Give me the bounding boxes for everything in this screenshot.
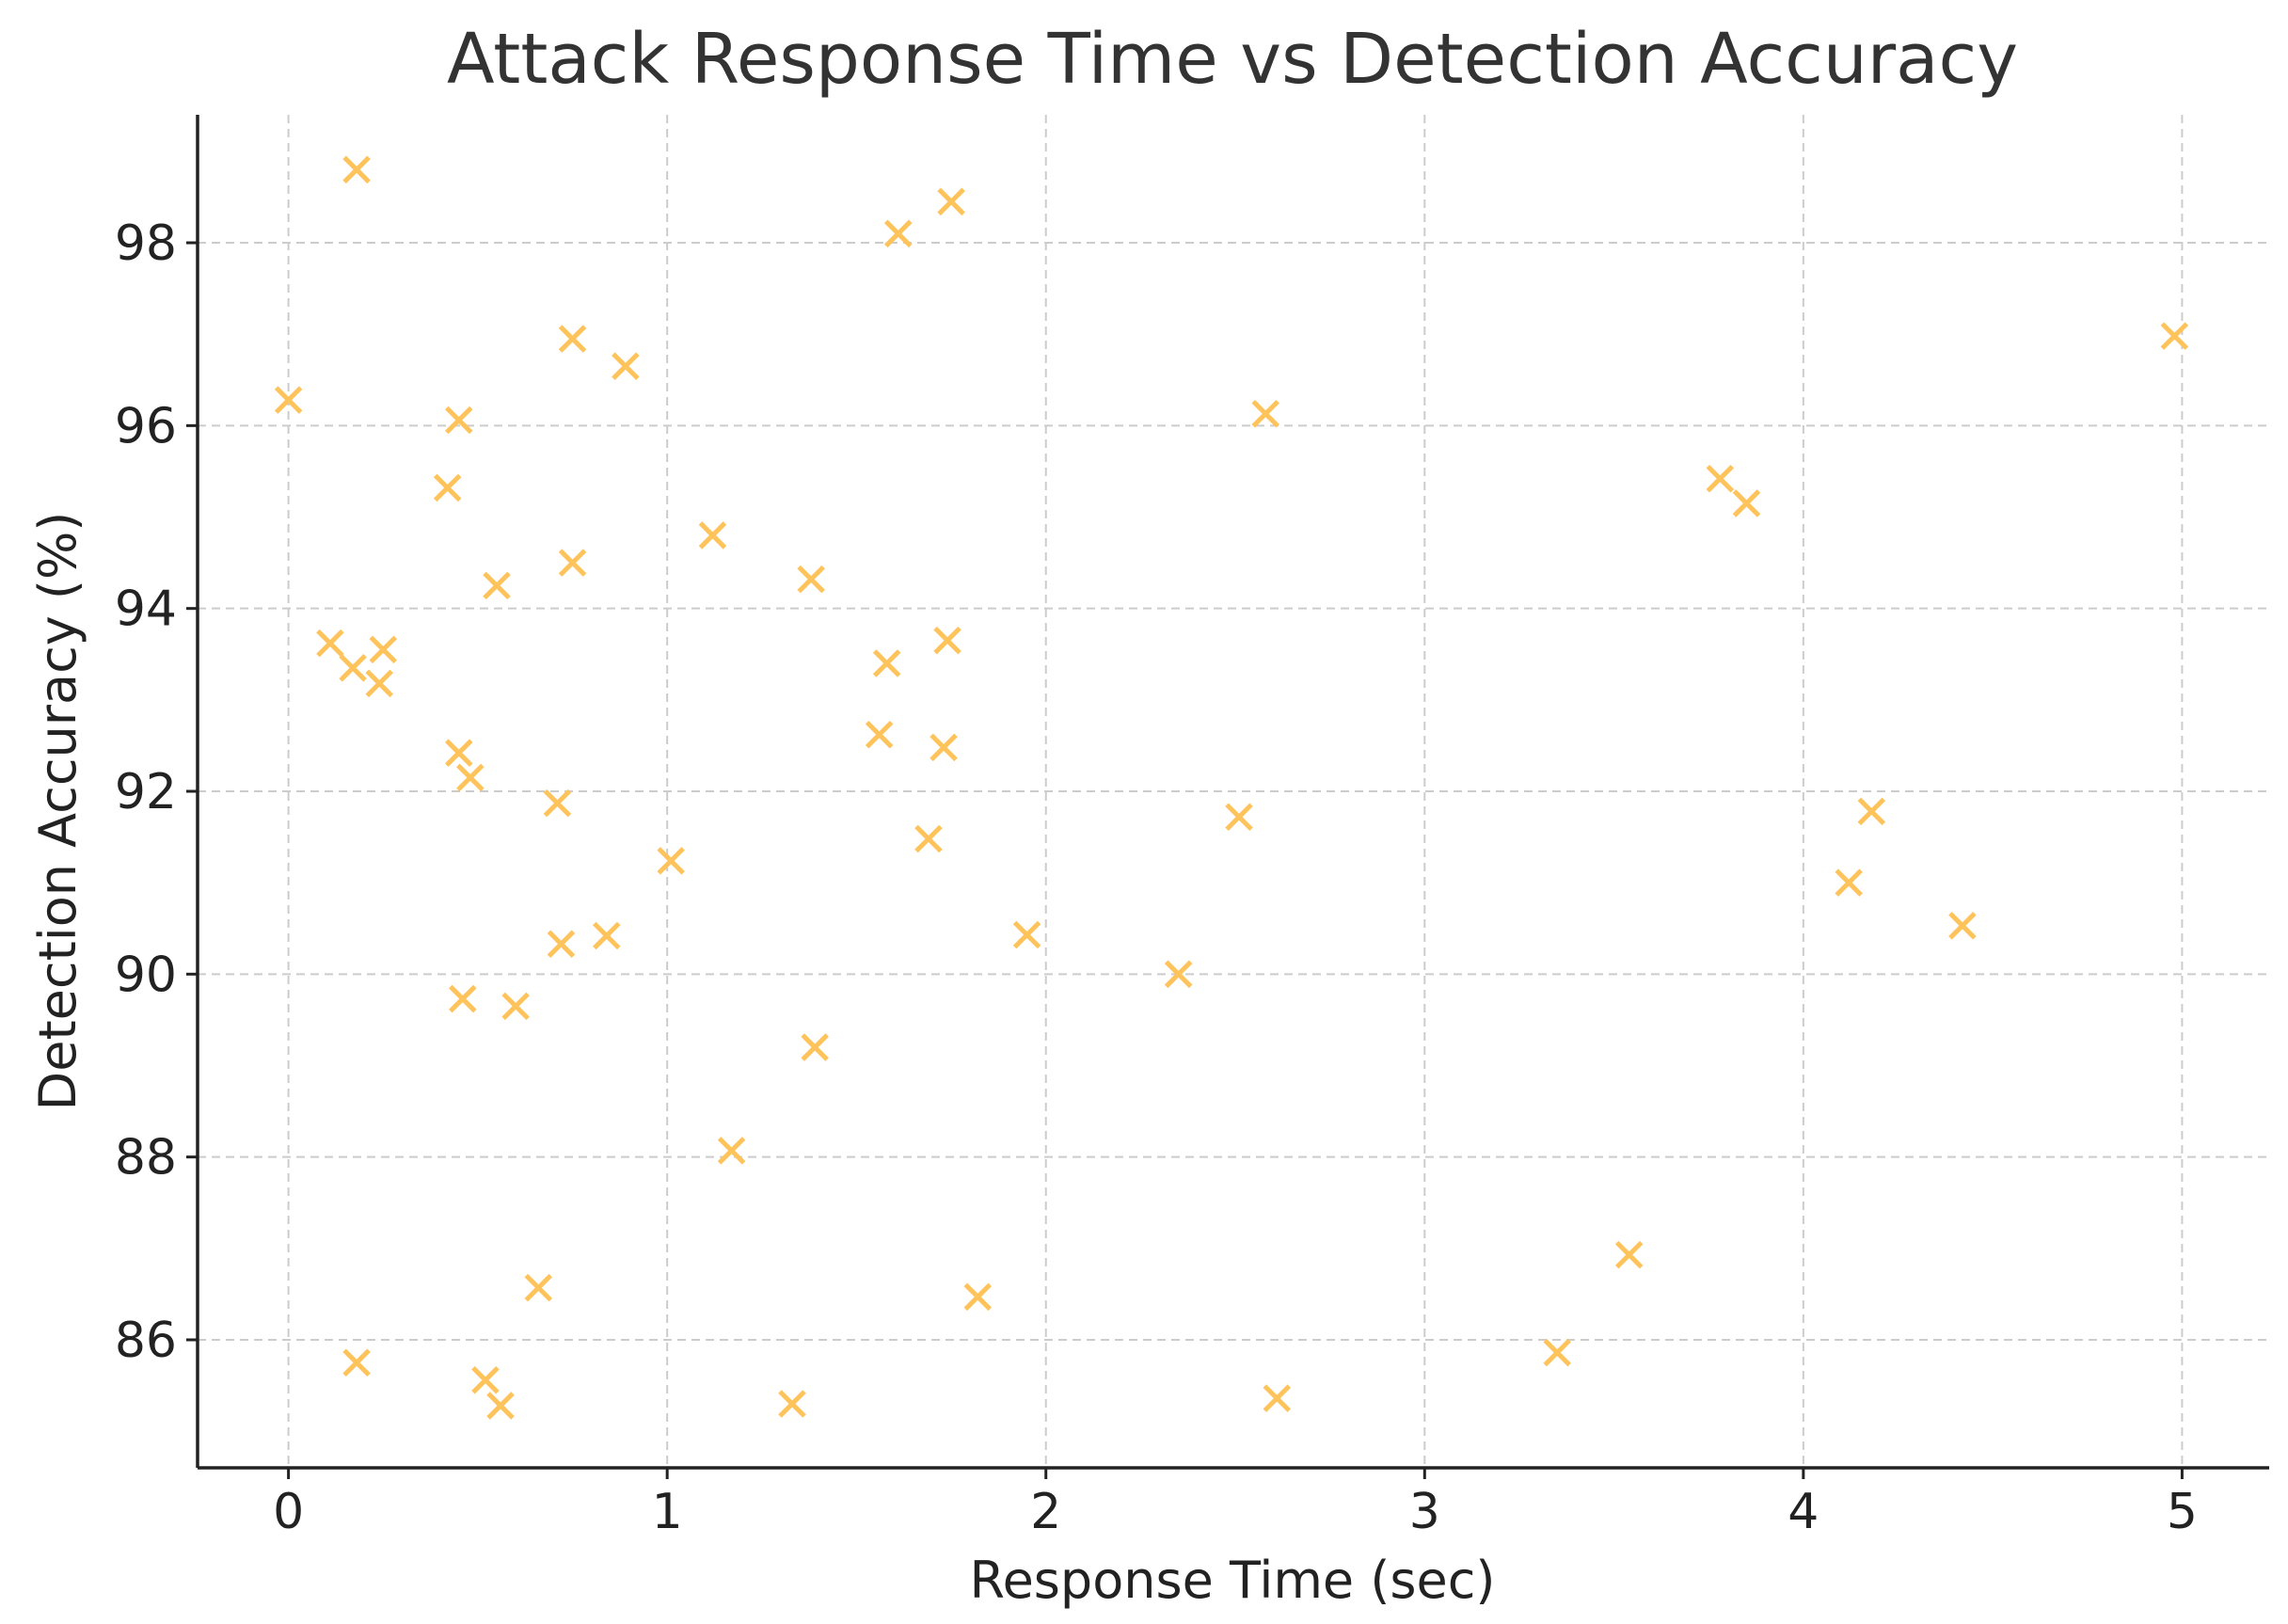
scatter-point — [449, 984, 477, 1013]
y-tick-label: 92 — [115, 764, 177, 820]
scatter-point — [797, 565, 825, 594]
scatter-point — [471, 1365, 500, 1394]
y-axis-label: Detection Accuracy (%) — [28, 512, 87, 1111]
scatter-point — [543, 788, 572, 818]
scatter-point — [657, 847, 685, 875]
scatter-point — [612, 352, 640, 380]
scatter-point — [342, 155, 371, 184]
scatter-point — [717, 1137, 746, 1165]
y-tick-label: 98 — [115, 215, 177, 272]
scatter-point — [872, 649, 901, 677]
scatter-point — [1012, 920, 1041, 949]
scatter-point — [1857, 797, 1886, 826]
scatter-point — [433, 473, 462, 502]
scatter-point — [933, 626, 961, 655]
x-tick-label: 4 — [1788, 1484, 1819, 1540]
scatter-point — [883, 219, 913, 248]
scatter-point — [1263, 1384, 1292, 1412]
y-tick-label: 94 — [115, 581, 177, 638]
scatter-point — [369, 635, 398, 664]
y-tick-label: 90 — [115, 947, 177, 1003]
scatter-point — [558, 549, 587, 577]
scatter-point — [547, 930, 576, 959]
scatter-point — [937, 187, 965, 216]
scatter-point — [1164, 960, 1193, 989]
y-tick-label: 86 — [115, 1313, 177, 1369]
x-tick-label: 3 — [1409, 1484, 1440, 1540]
grid-lines — [198, 115, 2269, 1468]
scatter-point — [2160, 322, 2189, 350]
scatter-point — [365, 669, 393, 698]
scatter-point — [1614, 1240, 1644, 1269]
y-tick-label: 96 — [115, 398, 177, 454]
x-tick-label: 1 — [652, 1484, 683, 1540]
scatter-point — [339, 654, 367, 682]
scatter-point — [914, 824, 943, 853]
scatter-point — [865, 720, 894, 749]
scatter-point — [1706, 464, 1735, 493]
x-tick-label: 0 — [273, 1484, 304, 1540]
scatter-point — [778, 1390, 806, 1418]
scatter-point — [592, 921, 621, 950]
scatter-point — [444, 739, 473, 767]
scatter-point — [963, 1282, 993, 1312]
scatter-point — [456, 763, 485, 792]
scatter-point — [930, 733, 958, 762]
scatter-point — [483, 571, 511, 600]
scatter-point — [444, 406, 473, 435]
x-axis-label: Response Time (sec) — [969, 1551, 1495, 1610]
y-tick-label: 88 — [115, 1130, 177, 1186]
scatter-point — [1225, 803, 1253, 831]
scatter-point — [342, 1348, 371, 1377]
scatter-point — [1948, 912, 1977, 940]
scatter-point — [316, 629, 344, 658]
x-tick-label: 5 — [2167, 1484, 2198, 1540]
scatter-point — [558, 325, 587, 353]
x-tick-label: 2 — [1030, 1484, 1061, 1540]
scatter-point — [698, 521, 727, 549]
x-axis-ticks: 0 1 2 3 4 5 — [273, 1468, 2198, 1540]
scatter-points — [274, 155, 2189, 1420]
scatter-point — [801, 1033, 829, 1061]
scatter-point — [524, 1273, 553, 1302]
scatter-point — [486, 1392, 515, 1420]
scatter-point — [1251, 399, 1279, 428]
chart-title: Attack Response Time vs Detection Accura… — [447, 19, 2018, 100]
scatter-point — [1732, 489, 1761, 517]
scatter-point — [501, 992, 530, 1021]
scatter-point — [1543, 1338, 1571, 1367]
scatter-point — [274, 386, 303, 414]
scatter-point — [1835, 868, 1863, 897]
y-axis-ticks: 86 88 90 92 94 96 98 — [115, 215, 198, 1369]
